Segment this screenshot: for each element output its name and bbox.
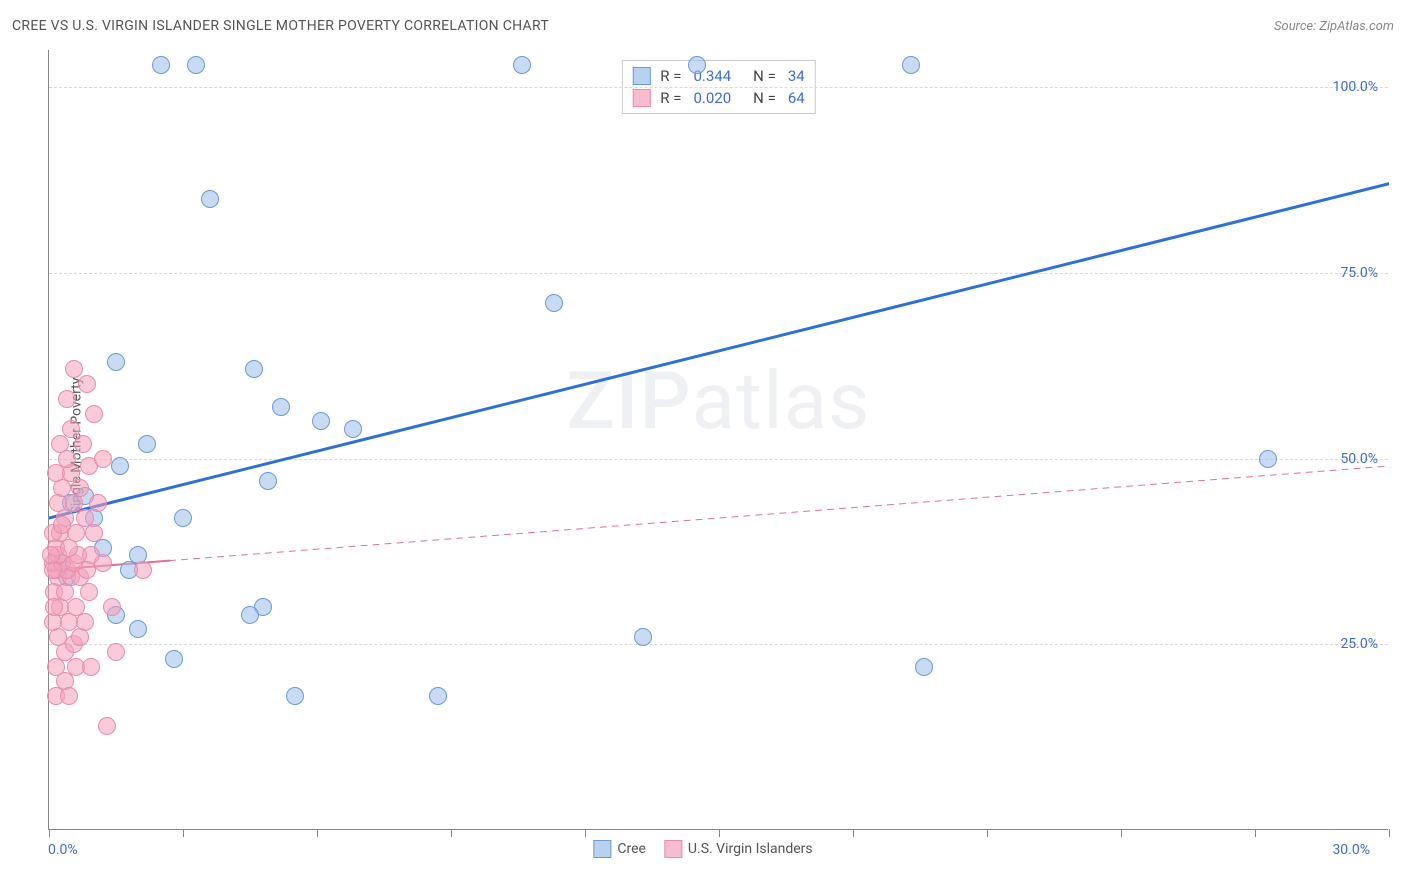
data-point <box>129 620 147 638</box>
data-point <box>60 687 78 705</box>
gridline <box>49 459 1388 460</box>
data-point <box>545 294 563 312</box>
x-tick <box>1389 829 1390 837</box>
data-point <box>429 687 447 705</box>
legend-row: R = 0.020 N = 64 <box>632 87 804 109</box>
chart-title: CREE VS U.S. VIRGIN ISLANDER SINGLE MOTH… <box>12 18 549 34</box>
y-tick-label: 75.0% <box>1340 265 1378 281</box>
plot-area: ZIPatlas R =0.344N =34R =0.020N =64 25.0… <box>48 50 1388 830</box>
data-point <box>272 398 290 416</box>
data-point <box>62 420 80 438</box>
data-point <box>98 717 116 735</box>
data-point <box>187 56 205 74</box>
data-point <box>241 606 259 624</box>
data-point <box>51 435 69 453</box>
legend-swatch <box>593 840 611 858</box>
gridline <box>49 273 1388 274</box>
data-point <box>138 435 156 453</box>
watermark: ZIPatlas <box>567 354 871 448</box>
y-tick-label: 25.0% <box>1340 636 1378 652</box>
y-tick-label: 50.0% <box>1340 451 1378 467</box>
legend-swatch <box>632 67 650 85</box>
x-tick <box>585 829 586 837</box>
data-point <box>513 56 531 74</box>
x-max-label: 30.0% <box>1332 842 1370 858</box>
data-point <box>134 561 152 579</box>
data-point <box>58 390 76 408</box>
data-point <box>89 494 107 512</box>
n-label: N = <box>753 89 776 107</box>
legend-series: Cree U.S. Virgin Islanders <box>593 840 812 858</box>
legend-series-label: U.S. Virgin Islanders <box>688 841 813 857</box>
data-point <box>103 598 121 616</box>
data-point <box>67 598 85 616</box>
x-tick <box>719 829 720 837</box>
legend-series-label: Cree <box>617 841 646 857</box>
legend-series-item: Cree <box>593 840 646 858</box>
data-point <box>165 650 183 668</box>
data-point <box>74 435 92 453</box>
r-label: R = <box>660 67 681 85</box>
data-point <box>94 554 112 572</box>
data-point <box>152 56 170 74</box>
data-point <box>78 375 96 393</box>
x-tick <box>317 829 318 837</box>
data-point <box>1259 450 1277 468</box>
data-point <box>53 516 71 534</box>
legend-swatch <box>664 840 682 858</box>
data-point <box>45 598 63 616</box>
data-point <box>85 405 103 423</box>
data-point <box>344 420 362 438</box>
data-point <box>94 450 112 468</box>
data-point <box>174 509 192 527</box>
y-tick-label: 100.0% <box>1333 79 1378 95</box>
x-tick <box>49 829 50 837</box>
n-value: 64 <box>788 89 805 107</box>
data-point <box>107 353 125 371</box>
r-label: R = <box>660 89 681 107</box>
data-point <box>111 457 129 475</box>
chart-header: CREE VS U.S. VIRGIN ISLANDER SINGLE MOTH… <box>12 18 1394 34</box>
data-point <box>915 658 933 676</box>
data-point <box>245 360 263 378</box>
data-point <box>259 472 277 490</box>
data-point <box>286 687 304 705</box>
data-point <box>82 658 100 676</box>
data-point <box>201 190 219 208</box>
x-tick <box>853 829 854 837</box>
data-point <box>688 56 706 74</box>
data-point <box>65 360 83 378</box>
x-tick <box>183 829 184 837</box>
data-point <box>76 509 94 527</box>
x-tick <box>1255 829 1256 837</box>
r-value: 0.020 <box>693 89 731 107</box>
x-tick <box>1121 829 1122 837</box>
data-point <box>312 412 330 430</box>
data-point <box>42 546 60 564</box>
x-min-label: 0.0% <box>48 842 78 858</box>
x-tick <box>451 829 452 837</box>
gridline <box>49 87 1388 88</box>
data-point <box>902 56 920 74</box>
n-label: N = <box>753 67 776 85</box>
legend-swatch <box>632 89 650 107</box>
n-value: 34 <box>788 67 805 85</box>
data-point <box>634 628 652 646</box>
x-tick <box>987 829 988 837</box>
chart-source: Source: ZipAtlas.com <box>1274 19 1394 34</box>
data-point <box>107 643 125 661</box>
legend-series-item: U.S. Virgin Islanders <box>664 840 813 858</box>
gridline <box>49 644 1388 645</box>
legend-row: R =0.344N =34 <box>632 65 804 87</box>
